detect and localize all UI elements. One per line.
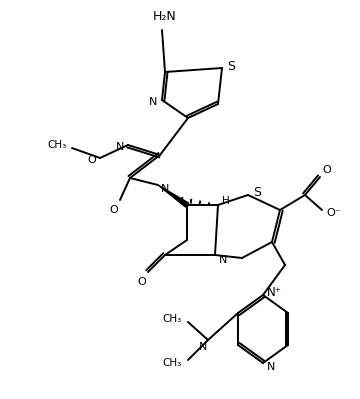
Text: O⁻: O⁻ <box>327 208 341 218</box>
Text: N: N <box>149 97 157 107</box>
Text: O: O <box>323 165 331 175</box>
Text: S: S <box>253 186 261 198</box>
Text: N: N <box>267 362 275 372</box>
Text: CH₃: CH₃ <box>162 358 182 368</box>
Text: H: H <box>222 196 230 206</box>
Text: H₂N: H₂N <box>153 10 177 22</box>
Text: N: N <box>219 255 227 265</box>
Text: N: N <box>161 184 169 194</box>
Text: S: S <box>227 61 235 73</box>
Text: CH₃: CH₃ <box>162 314 182 324</box>
Text: O: O <box>87 155 96 165</box>
Text: O: O <box>110 205 118 215</box>
Text: N⁺: N⁺ <box>266 286 282 298</box>
Text: N: N <box>199 342 207 352</box>
Polygon shape <box>158 185 188 207</box>
Text: N: N <box>116 142 124 152</box>
Text: CH₃: CH₃ <box>48 140 67 150</box>
Text: O: O <box>138 277 147 287</box>
